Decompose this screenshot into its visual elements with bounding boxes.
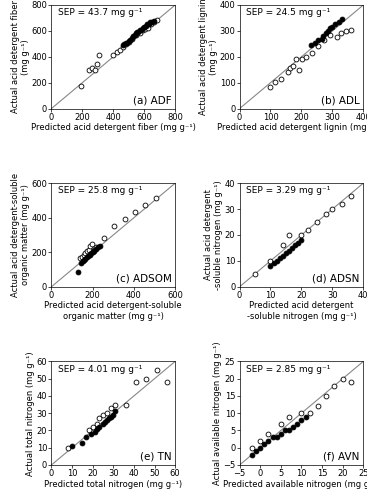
- Text: (c) ADSOM: (c) ADSOM: [116, 274, 171, 283]
- Text: (d) ADSN: (d) ADSN: [312, 274, 360, 283]
- Text: SEP = 43.7 mg g⁻¹: SEP = 43.7 mg g⁻¹: [58, 8, 142, 17]
- X-axis label: Predicted acid detergent-soluble
organic matter (mg g⁻¹): Predicted acid detergent-soluble organic…: [44, 302, 182, 321]
- Text: (f) AVN: (f) AVN: [323, 452, 360, 462]
- X-axis label: Predicted available nitrogen (mg g⁻¹): Predicted available nitrogen (mg g⁻¹): [223, 480, 367, 488]
- X-axis label: Predicted total nitrogen (mg g⁻¹): Predicted total nitrogen (mg g⁻¹): [44, 480, 182, 488]
- Text: SEP = 3.29 mg g⁻¹: SEP = 3.29 mg g⁻¹: [246, 186, 330, 196]
- Text: (a) ADF: (a) ADF: [133, 96, 171, 106]
- Text: (b) ADL: (b) ADL: [321, 96, 360, 106]
- X-axis label: Predicted acid detergent lignin (mg g⁻¹): Predicted acid detergent lignin (mg g⁻¹): [217, 123, 367, 132]
- Text: SEP = 24.5 mg g⁻¹: SEP = 24.5 mg g⁻¹: [246, 8, 330, 17]
- Text: (e) TN: (e) TN: [140, 452, 171, 462]
- Text: SEP = 4.01 mg g⁻¹: SEP = 4.01 mg g⁻¹: [58, 364, 142, 374]
- Y-axis label: Actual available nitrogen (mg g⁻¹): Actual available nitrogen (mg g⁻¹): [213, 342, 222, 485]
- Text: SEP = 2.85 mg g⁻¹: SEP = 2.85 mg g⁻¹: [246, 364, 330, 374]
- Text: SEP = 25.8 mg g⁻¹: SEP = 25.8 mg g⁻¹: [58, 186, 142, 196]
- Y-axis label: Actual acid detergent
-soluble nitrogen (mg g⁻¹): Actual acid detergent -soluble nitrogen …: [204, 180, 224, 290]
- X-axis label: Predicted acid detergent fiber (mg g⁻¹): Predicted acid detergent fiber (mg g⁻¹): [31, 123, 196, 132]
- Y-axis label: Actual acid detergent fiber
(mg g⁻¹): Actual acid detergent fiber (mg g⁻¹): [11, 0, 30, 114]
- Y-axis label: Actual total nitrogen (mg g⁻¹): Actual total nitrogen (mg g⁻¹): [26, 351, 35, 476]
- Y-axis label: Actual acid detergent-soluble
organic matter (mg g⁻¹): Actual acid detergent-soluble organic ma…: [11, 173, 30, 297]
- X-axis label: Predicted acid detergent
-soluble nitrogen (mg g⁻¹): Predicted acid detergent -soluble nitrog…: [247, 302, 356, 321]
- Y-axis label: Actual acid detergent lignin
(mg g⁻¹): Actual acid detergent lignin (mg g⁻¹): [199, 0, 218, 115]
